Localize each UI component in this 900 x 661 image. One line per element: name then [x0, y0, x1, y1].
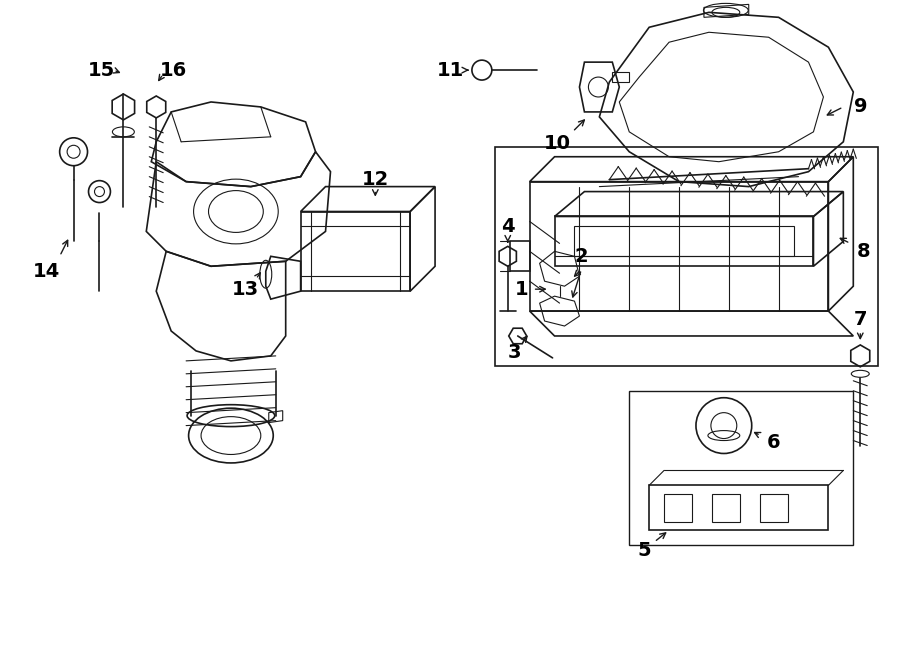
- Text: 13: 13: [232, 280, 259, 299]
- Text: 1: 1: [515, 280, 528, 299]
- Bar: [495, 147, 878, 366]
- Text: 15: 15: [88, 61, 115, 79]
- Text: 3: 3: [508, 344, 521, 362]
- Text: 10: 10: [544, 134, 571, 153]
- Text: 5: 5: [637, 541, 651, 560]
- Text: 4: 4: [501, 217, 515, 236]
- Text: 7: 7: [853, 309, 867, 329]
- Bar: [664, 494, 692, 522]
- Text: 9: 9: [853, 97, 867, 116]
- Text: 14: 14: [33, 262, 60, 281]
- Text: 12: 12: [362, 170, 389, 189]
- Text: 16: 16: [159, 61, 187, 79]
- Bar: [712, 494, 740, 522]
- Text: 6: 6: [767, 433, 780, 452]
- Bar: [760, 494, 788, 522]
- Bar: [629, 391, 853, 545]
- Text: 8: 8: [857, 242, 870, 261]
- Text: 2: 2: [574, 247, 589, 266]
- Text: 11: 11: [436, 61, 464, 79]
